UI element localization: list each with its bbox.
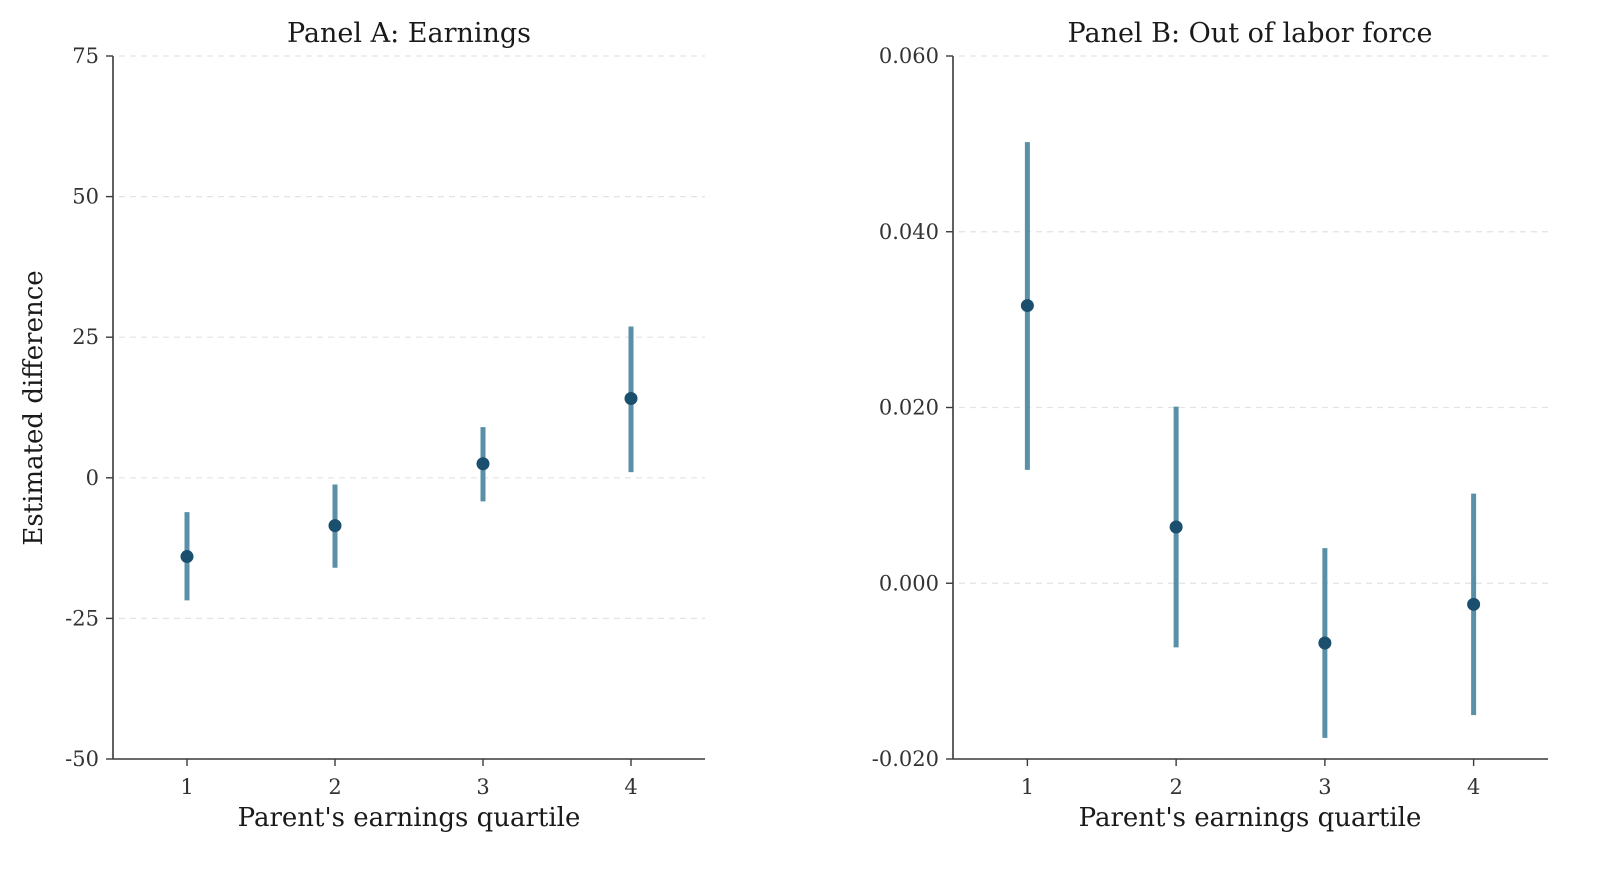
- panel-a-y-tick-label: 50: [72, 185, 99, 209]
- panel-a-title: Panel A: Earnings: [287, 18, 531, 49]
- panel-a-axes: [112, 56, 705, 760]
- panel-a-y-axis-label: Estimated difference: [19, 270, 49, 545]
- panel-b-point-estimate: [1318, 636, 1332, 650]
- panel-b-x-tick-label: 4: [1467, 775, 1480, 799]
- panel-a-x-tick-label: 1: [180, 775, 193, 799]
- panel-b-x-tick-label: 3: [1318, 775, 1331, 799]
- panel-b-x-axis-label: Parent's earnings quartile: [1079, 803, 1422, 833]
- panel-b-ticks: -0.020 0.000 0.020 0.040 0.060 1 2 3 4: [872, 44, 1481, 799]
- panel-a-point-estimate: [624, 392, 638, 406]
- panel-b-x-tick-label: 2: [1169, 775, 1182, 799]
- panel-b-x-tick-label: 1: [1021, 775, 1034, 799]
- panel-a-x-tick-label: 4: [624, 775, 637, 799]
- panel-b-y-tick-label: 0.060: [879, 44, 939, 68]
- panel-a-point-estimate: [328, 519, 342, 533]
- panel-a-marks: [180, 326, 638, 601]
- panel-a-x-tick-label: 3: [476, 775, 489, 799]
- panel-a-y-tick-label: -25: [65, 606, 99, 630]
- panel-b-y-tick-label: 0.020: [879, 396, 939, 420]
- panel-b-title: Panel B: Out of labor force: [1068, 18, 1433, 49]
- panel-a-y-tick-label: 75: [72, 44, 99, 68]
- panel-b-y-tick-label: 0.000: [879, 571, 939, 595]
- panel-a-y-tick-label: 0: [86, 466, 99, 490]
- panel-a-x-axis-label: Parent's earnings quartile: [238, 803, 581, 833]
- panel-b-point-estimate: [1169, 520, 1183, 534]
- panel-a-point-estimate: [180, 550, 194, 564]
- panel-a-point-estimate: [476, 457, 490, 471]
- panel-b-y-tick-label: 0.040: [879, 220, 939, 244]
- panel-b-point-estimate: [1467, 597, 1481, 611]
- panel-a-ticks: -50 -25 0 25 50 75 1 2 3 4: [65, 44, 638, 799]
- panel-a-y-tick-label: 25: [72, 325, 99, 349]
- panel-b-marks: [1020, 142, 1481, 738]
- panel-a-x-tick-label: 2: [328, 775, 341, 799]
- panel-b-gridlines: [959, 55, 1548, 760]
- panel-b-point-estimate: [1020, 299, 1034, 313]
- panel-a-gridlines: [119, 55, 705, 760]
- panel-b-y-tick-label: -0.020: [872, 747, 939, 771]
- panel-a-earnings: Panel A: Earnings Estimated difference P…: [19, 18, 705, 833]
- panel-b-out-of-labor-force: Panel B: Out of labor force Parent's ear…: [872, 18, 1548, 833]
- panel-a-y-tick-label: -50: [65, 747, 99, 771]
